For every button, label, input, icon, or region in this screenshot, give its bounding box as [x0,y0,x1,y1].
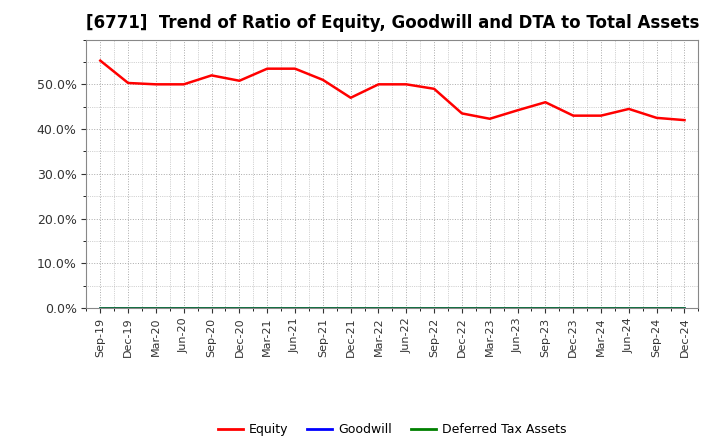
Goodwill [291,305,300,311]
Equity [374,82,383,87]
Equity [458,111,467,116]
Equity [318,77,327,82]
Goodwill [624,305,633,311]
Deferred Tax Assets [569,305,577,311]
Equity [96,58,104,63]
Deferred Tax Assets [652,305,661,311]
Deferred Tax Assets [485,305,494,311]
Equity [152,82,161,87]
Deferred Tax Assets [96,305,104,311]
Goodwill [541,305,550,311]
Equity [541,99,550,105]
Deferred Tax Assets [346,305,355,311]
Goodwill [374,305,383,311]
Deferred Tax Assets [680,305,689,311]
Line: Equity: Equity [100,61,685,120]
Goodwill [680,305,689,311]
Legend: Equity, Goodwill, Deferred Tax Assets: Equity, Goodwill, Deferred Tax Assets [213,418,572,440]
Equity [291,66,300,71]
Goodwill [318,305,327,311]
Title: [6771]  Trend of Ratio of Equity, Goodwill and DTA to Total Assets: [6771] Trend of Ratio of Equity, Goodwil… [86,15,699,33]
Deferred Tax Assets [458,305,467,311]
Deferred Tax Assets [263,305,271,311]
Equity [569,113,577,118]
Deferred Tax Assets [179,305,188,311]
Equity [652,115,661,121]
Goodwill [569,305,577,311]
Deferred Tax Assets [597,305,606,311]
Equity [624,106,633,112]
Goodwill [458,305,467,311]
Deferred Tax Assets [291,305,300,311]
Goodwill [207,305,216,311]
Goodwill [402,305,410,311]
Equity [346,95,355,100]
Equity [430,86,438,92]
Deferred Tax Assets [374,305,383,311]
Equity [124,81,132,86]
Goodwill [263,305,271,311]
Deferred Tax Assets [207,305,216,311]
Equity [597,113,606,118]
Deferred Tax Assets [402,305,410,311]
Goodwill [124,305,132,311]
Deferred Tax Assets [513,305,522,311]
Goodwill [179,305,188,311]
Equity [402,82,410,87]
Goodwill [485,305,494,311]
Equity [485,116,494,121]
Equity [179,82,188,87]
Goodwill [430,305,438,311]
Equity [513,108,522,113]
Deferred Tax Assets [318,305,327,311]
Equity [207,73,216,78]
Equity [263,66,271,71]
Equity [235,78,243,84]
Deferred Tax Assets [124,305,132,311]
Deferred Tax Assets [541,305,550,311]
Deferred Tax Assets [624,305,633,311]
Goodwill [152,305,161,311]
Goodwill [652,305,661,311]
Goodwill [235,305,243,311]
Deferred Tax Assets [235,305,243,311]
Deferred Tax Assets [430,305,438,311]
Equity [680,117,689,123]
Goodwill [597,305,606,311]
Deferred Tax Assets [152,305,161,311]
Goodwill [96,305,104,311]
Goodwill [346,305,355,311]
Goodwill [513,305,522,311]
